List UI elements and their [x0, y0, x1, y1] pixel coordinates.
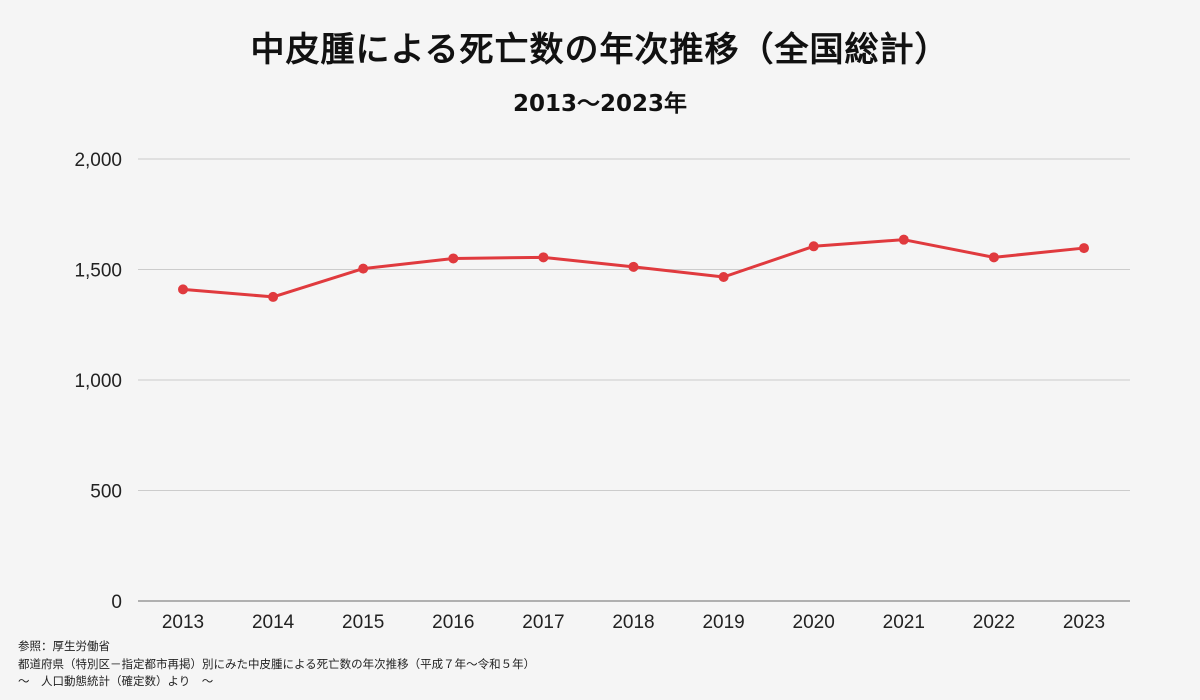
x-tick-label: 2021 — [883, 612, 925, 633]
data-point — [718, 272, 729, 283]
y-tick-label: 0 — [111, 592, 122, 613]
x-tick-label: 2023 — [1063, 612, 1105, 633]
source-note: 参照：厚生労働省 都道府県（特別区－指定都市再掲）別にみた中皮腫による死亡数の年… — [18, 638, 535, 691]
data-point — [988, 252, 999, 263]
data-point — [1079, 243, 1089, 254]
data-point — [178, 284, 188, 295]
x-tick-label: 2016 — [432, 612, 474, 633]
y-tick-label: 1,500 — [74, 261, 122, 282]
y-tick-label: 2,000 — [74, 150, 122, 171]
data-point — [448, 253, 459, 264]
x-tick-label: 2018 — [612, 612, 654, 633]
data-point — [628, 261, 639, 272]
chart-title: 中皮腫による死亡数の年次推移（全国総計） — [250, 30, 950, 70]
x-tick-label: 2022 — [973, 612, 1015, 633]
data-point — [538, 252, 549, 263]
x-tick-label: 2020 — [793, 612, 835, 633]
x-tick-label: 2015 — [342, 612, 384, 633]
data-point — [358, 263, 369, 274]
x-tick-label: 2013 — [162, 612, 204, 633]
x-tick-label: 2017 — [522, 612, 564, 633]
data-point — [808, 241, 819, 252]
source-line-2: 都道府県（特別区－指定都市再掲）別にみた中皮腫による死亡数の年次推移（平成７年〜… — [18, 656, 536, 671]
chart-subtitle: 2013〜2023年 — [512, 91, 688, 117]
y-tick-label: 500 — [90, 482, 122, 503]
data-point — [898, 234, 909, 245]
source-line-3: 〜 人口動態統計（確定数）より 〜 — [18, 674, 214, 688]
source-line-1: 参照：厚生労働省 — [18, 639, 110, 653]
x-tick-label: 2014 — [252, 612, 295, 633]
x-tick-label: 2019 — [702, 612, 744, 633]
y-tick-label: 1,000 — [74, 371, 122, 392]
data-point — [268, 291, 279, 302]
